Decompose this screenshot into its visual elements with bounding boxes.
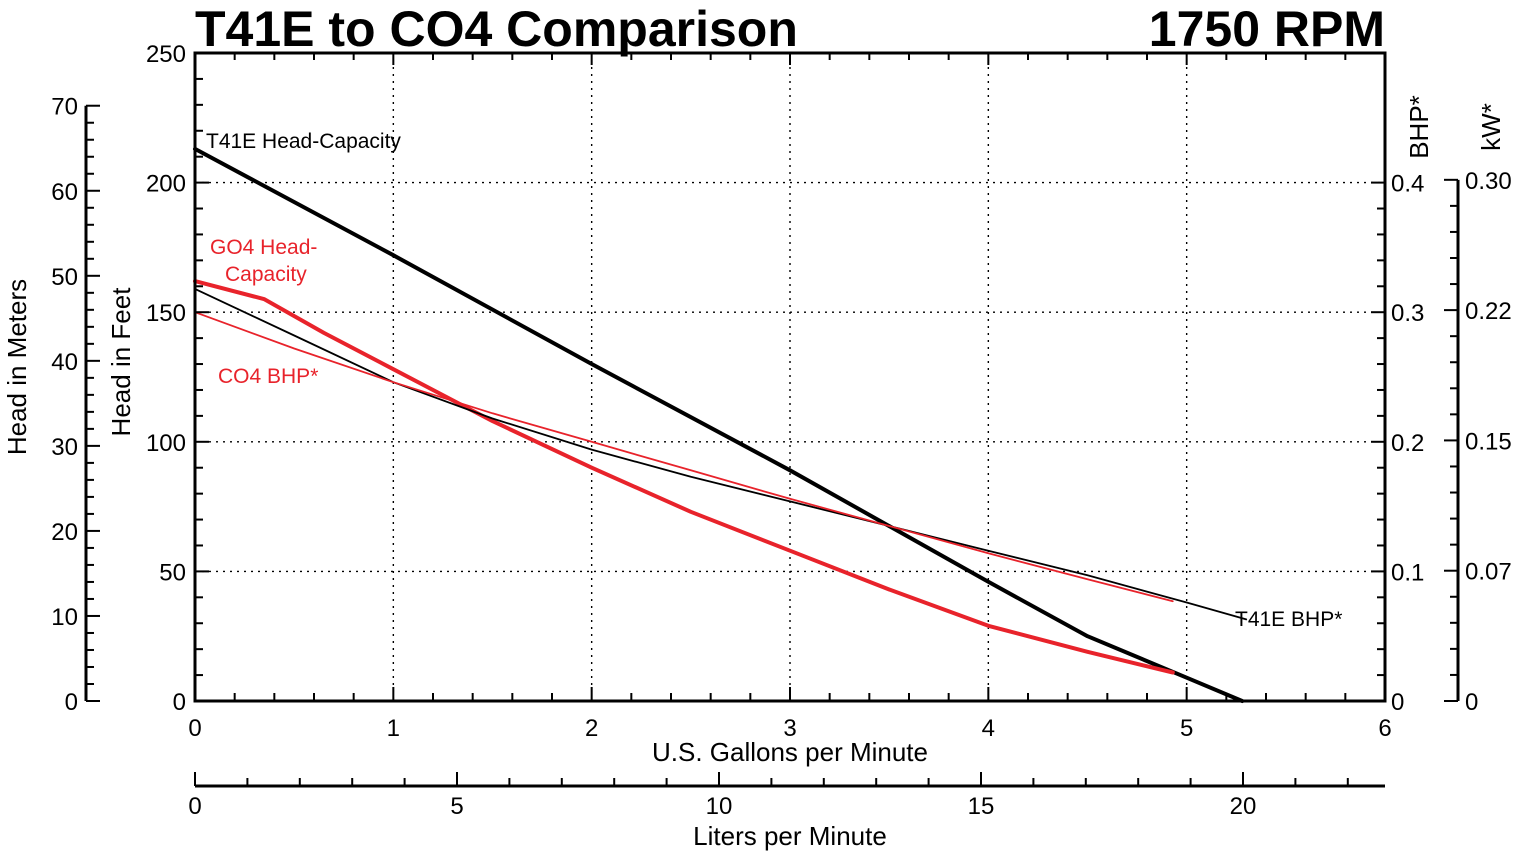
y-tick-label: 100: [146, 430, 186, 457]
y2-tick-label: 0: [65, 689, 78, 716]
x2-tick-label: 5: [450, 793, 463, 820]
y4-tick-label: 0: [1465, 689, 1478, 716]
y4-tick-label: 0.22: [1465, 298, 1512, 325]
y3-tick-label: 0.1: [1391, 559, 1424, 586]
y-axis-title-bhp: BHP*: [1404, 95, 1434, 159]
y-axis-title-kw: kW*: [1476, 103, 1506, 151]
x-tick-label: 6: [1378, 715, 1391, 742]
series-line-t41e-bhp: [194, 287, 1248, 621]
x2-tick-label: 20: [1230, 793, 1257, 820]
annotation-co4-bhp: CO4 BHP*: [218, 365, 318, 388]
grid-lines: [195, 53, 1385, 701]
x-tick-label: 1: [387, 715, 400, 742]
y-axis-title-meters: Head in Meters: [2, 279, 32, 455]
y-axis-title-feet: Head in Feet: [106, 287, 136, 437]
y4-tick-label: 0.30: [1465, 168, 1512, 195]
y-tick-label: 200: [146, 171, 186, 198]
chart-subtitle: 1750 RPM: [1149, 1, 1385, 57]
y4-tick-label: 0.15: [1465, 428, 1512, 455]
y2-tick-label: 20: [51, 519, 78, 546]
y-tick-label: 150: [146, 300, 186, 327]
y2-tick-label: 50: [51, 264, 78, 291]
x-tick-label: 4: [982, 715, 995, 742]
chart-title: T41E to CO4 Comparison: [195, 1, 798, 57]
y2-tick-label: 70: [51, 94, 78, 121]
y-tick-label: 50: [159, 559, 186, 586]
annotation-go4-head-line2: Capacity: [225, 263, 307, 286]
axes: 0 1 2 3 4 5 60 5 10 15 200501001502002500102030405…: [51, 41, 1511, 820]
y4-tick-label: 0.07: [1465, 559, 1512, 586]
x2-tick-label: 10: [706, 793, 733, 820]
y2-tick-label: 40: [51, 349, 78, 376]
x-tick-label: 2: [585, 715, 598, 742]
y3-tick-label: 0.4: [1391, 171, 1424, 198]
y2-tick-label: 30: [51, 434, 78, 461]
x-tick-label: 0: [188, 715, 201, 742]
y3-tick-label: 0.3: [1391, 300, 1424, 327]
x2-tick-label: 0: [188, 793, 201, 820]
x2-tick-label: 15: [968, 793, 995, 820]
annotation-go4-head-line1: GO4 Head-: [210, 236, 317, 259]
y-tick-label: 0: [173, 689, 186, 716]
y2-tick-label: 60: [51, 179, 78, 206]
x-tick-label: 5: [1180, 715, 1193, 742]
y2-tick-label: 10: [51, 604, 78, 631]
series-line-go4-head: [193, 279, 1175, 675]
x2-axis-title: Liters per Minute: [693, 821, 887, 851]
y3-tick-label: 0.2: [1391, 430, 1424, 457]
annotation-t41e-bhp: T41E BHP*: [1235, 608, 1342, 631]
series-line-t41e-head: [193, 146, 1245, 703]
series-line-co4-bhp: [194, 311, 1174, 603]
series-lines: [193, 146, 1248, 703]
y-tick-label: 250: [146, 41, 186, 68]
x-axis-title: U.S. Gallons per Minute: [652, 737, 928, 767]
x-tick-label: 3: [783, 715, 796, 742]
y3-tick-label: 0: [1391, 689, 1404, 716]
annotation-t41e-head: T41E Head-Capacity: [206, 130, 401, 153]
